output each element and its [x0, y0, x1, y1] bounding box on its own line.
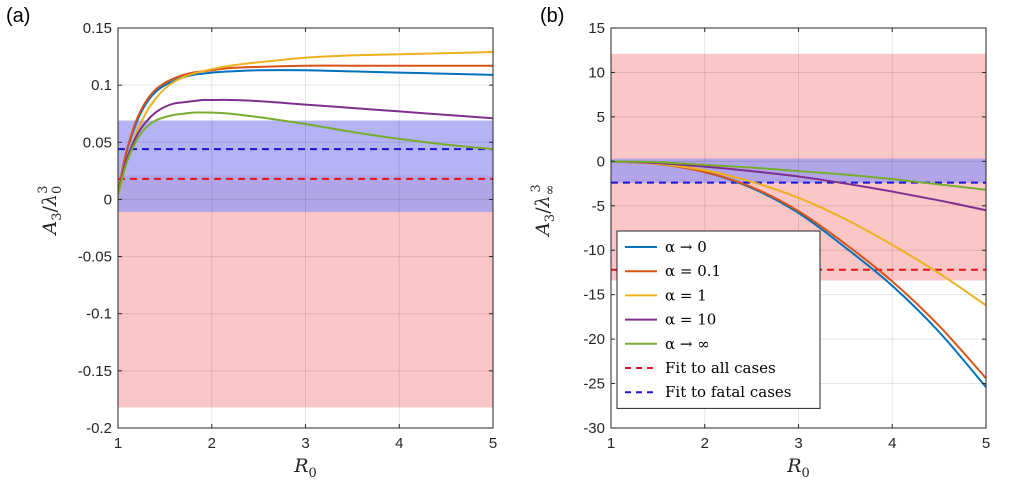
y-tick-label: -0.15: [78, 363, 112, 380]
series-line-2: [118, 51, 493, 198]
panel-b-label: (b): [540, 5, 564, 27]
legend-label: α = 1: [665, 286, 707, 304]
series-line-1: [118, 64, 493, 194]
x-tick-label: 2: [701, 435, 709, 452]
y-axis-label: A3/λ∞3: [529, 184, 558, 238]
y-tick-label: -25: [583, 376, 605, 393]
panel-a-label: (a): [6, 5, 30, 27]
series-line-2: [611, 160, 986, 307]
series-line-3: [611, 160, 986, 212]
y-tick-label: 0.1: [91, 77, 112, 94]
y-tick-label: 5: [597, 109, 605, 126]
legend-label: Fit to fatal cases: [665, 383, 791, 401]
x-tick-label: 5: [489, 435, 497, 452]
legend-label: Fit to all cases: [665, 359, 776, 377]
y-tick-label: -20: [583, 331, 605, 348]
y-tick-label: -0.1: [86, 306, 112, 323]
y-tick-label: 0: [104, 191, 112, 208]
y-tick-label: -15: [583, 287, 605, 304]
series-line-4: [118, 111, 493, 196]
legend-label: α → ∞: [665, 335, 710, 353]
series-line-4: [611, 160, 986, 191]
x-tick-label: 2: [208, 435, 216, 452]
y-tick-label: 15: [588, 20, 605, 37]
panel-a: (a) 1 2 3 4 5 -0.2 -0.15 -0.1 -0.05 0 0.05 0.1 0.15 R…: [6, 5, 497, 481]
legend-label: α = 0.1: [665, 262, 721, 280]
y-tick-label: 0.15: [83, 20, 112, 37]
x-tick-label: 3: [794, 435, 802, 452]
x-tick-label: 4: [888, 435, 896, 452]
legend: α → 0 α = 0.1 α = 1 α = 10 α → ∞ Fit to all c…: [616, 230, 821, 409]
x-axis-label: R0: [293, 455, 317, 481]
x-tick-label: 1: [607, 435, 615, 452]
legend-label: α → 0: [665, 238, 707, 256]
x-axis-label: R0: [786, 455, 810, 481]
y-tick-label: -30: [583, 420, 605, 437]
x-tick-label: 5: [982, 435, 990, 452]
y-tick-label: -10: [583, 242, 605, 259]
y-tick-label: 10: [588, 64, 605, 81]
legend-label: α = 10: [665, 311, 716, 329]
series-line-3: [118, 98, 493, 196]
y-tick-label: -5: [592, 198, 605, 215]
y-tick-label: 0.05: [83, 134, 112, 151]
legend-box: [616, 230, 821, 409]
y-tick-label: -0.2: [86, 420, 112, 437]
y-tick-label: -0.05: [78, 249, 112, 266]
y-axis-label: A3/λ03: [36, 185, 65, 236]
y-tick-label: 0: [597, 153, 605, 170]
x-tick-label: 1: [114, 435, 122, 452]
band-all-cases: [118, 175, 493, 408]
x-tick-label: 4: [395, 435, 403, 452]
band-fatal-cases: [118, 120, 493, 212]
x-tick-label: 3: [301, 435, 309, 452]
